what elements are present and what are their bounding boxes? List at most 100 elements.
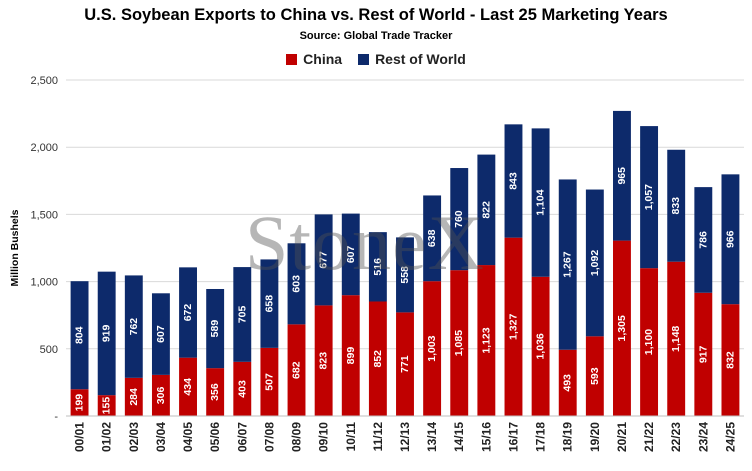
- data-label-rest-of-world: 658: [263, 295, 275, 313]
- data-label-rest-of-world: 786: [697, 231, 709, 249]
- data-label-china: 1,327: [507, 314, 519, 340]
- bar-rest-of-world: [233, 267, 252, 362]
- bar-rest-of-world: [504, 124, 523, 238]
- bar-china: [368, 301, 387, 416]
- x-tick-label: 15/16: [479, 422, 493, 452]
- bar-china: [314, 305, 333, 416]
- bar-rest-of-world: [558, 179, 577, 350]
- bar-rest-of-world: [721, 174, 740, 305]
- x-tick-label: 09/10: [317, 422, 331, 452]
- data-label-rest-of-world: 603: [291, 275, 303, 293]
- data-label-china: 899: [345, 347, 357, 365]
- x-tick-label: 03/04: [154, 422, 168, 452]
- y-axis-label: Million Bushels: [9, 209, 21, 286]
- bar-rest-of-world: [206, 288, 225, 369]
- data-label-china: 832: [724, 351, 736, 369]
- bar-china: [124, 377, 143, 416]
- x-tick-label: 08/09: [290, 422, 304, 452]
- bar-china: [667, 261, 686, 416]
- x-tick-label: 05/06: [208, 422, 222, 452]
- x-tick-label: 01/02: [100, 422, 114, 452]
- bar-china: [151, 374, 170, 416]
- bar-rest-of-world: [640, 126, 659, 269]
- legend-label-china: China: [303, 51, 343, 67]
- bar-china: [477, 265, 496, 416]
- data-label-china: 155: [101, 397, 113, 415]
- bar-rest-of-world: [260, 259, 279, 348]
- x-tick-label: 23/24: [696, 422, 710, 452]
- y-tick-label: 1,000: [30, 277, 58, 289]
- bar-china: [179, 357, 197, 416]
- bar-china: [694, 292, 713, 416]
- x-tick-label: 06/07: [235, 422, 249, 452]
- x-tick-label: 19/20: [588, 422, 602, 452]
- x-tick-label: 07/08: [262, 422, 276, 452]
- bar-rest-of-world: [97, 271, 116, 396]
- bar-rest-of-world: [124, 275, 143, 378]
- data-label-rest-of-world: 607: [345, 245, 357, 263]
- chart-legend: China Rest of World: [0, 51, 752, 67]
- bars: 199 804 155 919 284 762 306 607 434 672 356 589 403 7…: [70, 110, 740, 416]
- x-axis: 00/01 01/02 02/03 03/04 04/05 05/06 06/07 07/08…: [66, 415, 744, 452]
- bar-china: [260, 347, 279, 416]
- bar-china: [585, 336, 604, 416]
- y-tick-label: 1,500: [30, 209, 58, 221]
- data-label-china: 356: [209, 383, 221, 401]
- bar-rest-of-world: [341, 213, 360, 296]
- data-label-rest-of-world: 705: [236, 306, 248, 324]
- bar-rest-of-world: [450, 168, 469, 271]
- legend-label-rest-of-world: Rest of World: [375, 51, 466, 67]
- x-tick-label: 20/21: [615, 422, 629, 452]
- x-tick-label: 17/18: [534, 422, 548, 452]
- x-tick-label: 02/03: [127, 422, 141, 452]
- data-label-rest-of-world: 516: [372, 258, 384, 276]
- bar-china: [558, 349, 577, 416]
- bar-rest-of-world: [694, 187, 713, 293]
- bar-rest-of-world: [287, 243, 306, 325]
- bar-rest-of-world: [585, 189, 604, 337]
- x-tick-label: 18/19: [561, 422, 575, 452]
- x-tick-label: 16/17: [506, 422, 520, 452]
- data-label-rest-of-world: 760: [453, 210, 465, 228]
- legend-swatch-rest-of-world: [358, 53, 370, 65]
- bar-rest-of-world: [531, 128, 550, 277]
- bar-rest-of-world: [70, 281, 89, 390]
- bar-rest-of-world: [613, 110, 631, 241]
- bar-china: [70, 389, 89, 416]
- x-tick-label: 22/23: [669, 422, 683, 452]
- bar-china: [97, 395, 116, 416]
- x-tick-label: 10/11: [344, 422, 358, 452]
- y-tick-label: 2,500: [30, 75, 58, 87]
- data-label-rest-of-world: 1,104: [535, 189, 547, 215]
- bar-rest-of-world: [477, 154, 496, 266]
- data-label-china: 199: [74, 394, 86, 412]
- data-label-china: 593: [589, 367, 601, 385]
- data-label-rest-of-world: 843: [507, 172, 519, 190]
- data-label-china: 1,305: [616, 315, 628, 341]
- bar-china: [531, 276, 550, 416]
- data-label-china: 1,100: [643, 329, 655, 355]
- data-label-rest-of-world: 1,057: [643, 184, 655, 210]
- y-axis: - 500 1,000 1,500 2,000 2,500: [30, 75, 58, 423]
- x-tick-label: 00/01: [73, 422, 87, 452]
- bar-rest-of-world: [396, 237, 414, 313]
- bar-china: [450, 270, 469, 416]
- bar-rest-of-world: [368, 232, 387, 302]
- bar-china: [504, 237, 523, 416]
- bar-china: [341, 295, 360, 416]
- legend-item-china: China: [286, 51, 342, 67]
- data-label-china: 1,085: [453, 330, 465, 356]
- data-label-rest-of-world: 919: [101, 324, 113, 342]
- y-tick-label: -: [54, 411, 58, 423]
- x-tick-label: 13/14: [425, 422, 439, 452]
- data-label-rest-of-world: 677: [318, 251, 330, 269]
- bar-rest-of-world: [667, 149, 686, 262]
- data-label-rest-of-world: 589: [209, 320, 221, 338]
- data-label-china: 682: [291, 361, 303, 379]
- y-tick-label: 500: [40, 344, 58, 356]
- data-label-rest-of-world: 672: [182, 304, 194, 322]
- data-label-rest-of-world: 1,267: [562, 251, 574, 277]
- x-tick-label: 24/25: [723, 422, 737, 452]
- data-label-rest-of-world: 822: [480, 201, 492, 219]
